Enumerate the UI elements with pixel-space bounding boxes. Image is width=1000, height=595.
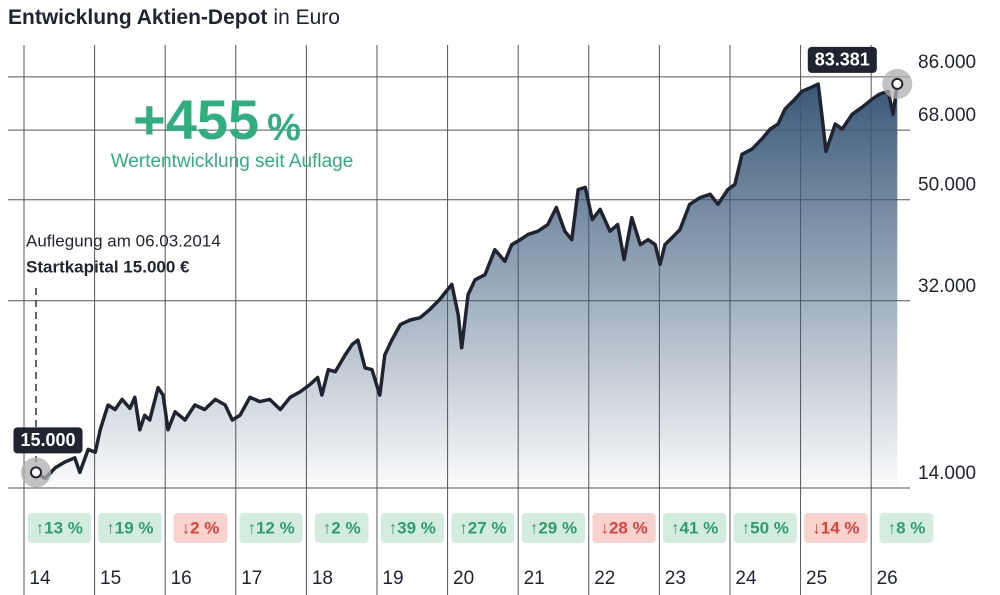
y-tick-label: 32.000	[918, 276, 976, 297]
return-label: ↑19 %	[106, 518, 153, 537]
x-tick-label: 26	[877, 568, 898, 589]
value-label: 83.381	[815, 50, 870, 70]
headline: +455	[133, 88, 259, 151]
y-tick-label: 50.000	[918, 175, 976, 196]
x-tick-label: 14	[29, 568, 51, 589]
return-badge	[98, 513, 162, 543]
return-badge	[314, 513, 369, 543]
y-tick-label: 14.000	[918, 463, 976, 484]
point	[891, 77, 904, 90]
x-tick-label: 23	[665, 568, 686, 589]
return-badge	[27, 513, 91, 543]
return-label: ↑13 %	[36, 518, 83, 537]
subtitle: in Euro	[273, 6, 340, 29]
return-badge	[879, 513, 934, 543]
chart-title: Entwicklung Aktien-Depot in Euro	[8, 6, 340, 29]
headline-unit: %	[267, 107, 301, 149]
x-tick-label: 24	[735, 568, 757, 589]
x-tick-label: 21	[524, 568, 545, 589]
return-badge	[521, 513, 586, 543]
return-badge	[451, 513, 515, 543]
point	[30, 466, 43, 479]
headline-caption: Wertentwicklung seit Auflage	[111, 151, 354, 172]
x-tick-label: 16	[171, 568, 192, 589]
return-label: ↑27 %	[459, 518, 506, 537]
y-tick-label: 86.000	[918, 52, 976, 73]
area	[36, 83, 898, 489]
return-badge	[592, 513, 656, 543]
plot: 15.000 83.381	[13, 46, 913, 489]
x-tick-label: 20	[453, 568, 474, 589]
return-badge	[239, 513, 303, 543]
x-tick-label: 25	[806, 568, 827, 589]
value-label-box	[13, 427, 83, 454]
return-label: ↓28 %	[600, 518, 647, 537]
launch-note: Auflegung am 06.03.2014	[26, 231, 221, 250]
return-badge	[733, 513, 797, 543]
return-label: ↑41 %	[671, 518, 718, 537]
return-label: ↑2 %	[323, 518, 361, 537]
x-tick-label: 15	[100, 568, 121, 589]
x-tick-label: 18	[312, 568, 333, 589]
start-capital-note: Startkapital 15.000 €	[26, 257, 190, 276]
return-label: ↑39 %	[389, 518, 436, 537]
title: Entwicklung Aktien-Depot	[8, 6, 267, 29]
value-label: 15.000	[20, 430, 75, 450]
x-tick-label: 22	[594, 568, 615, 589]
return-label: ↑29 %	[530, 518, 577, 537]
line	[34, 82, 900, 481]
return-label: ↑50 %	[742, 518, 789, 537]
return-label: ↓2 %	[182, 518, 220, 537]
x-tick-label: 19	[382, 568, 403, 589]
return-badge	[663, 513, 727, 543]
return-badge	[380, 513, 444, 543]
value-label-box	[807, 46, 877, 73]
return-badge	[173, 513, 228, 543]
return-label: ↑12 %	[247, 518, 294, 537]
return-label: ↓14 %	[812, 518, 859, 537]
return-badge	[804, 513, 868, 543]
y-tick-label: 68.000	[918, 105, 976, 126]
x-tick-label: 17	[241, 568, 262, 589]
return-label: ↑8 %	[888, 518, 926, 537]
